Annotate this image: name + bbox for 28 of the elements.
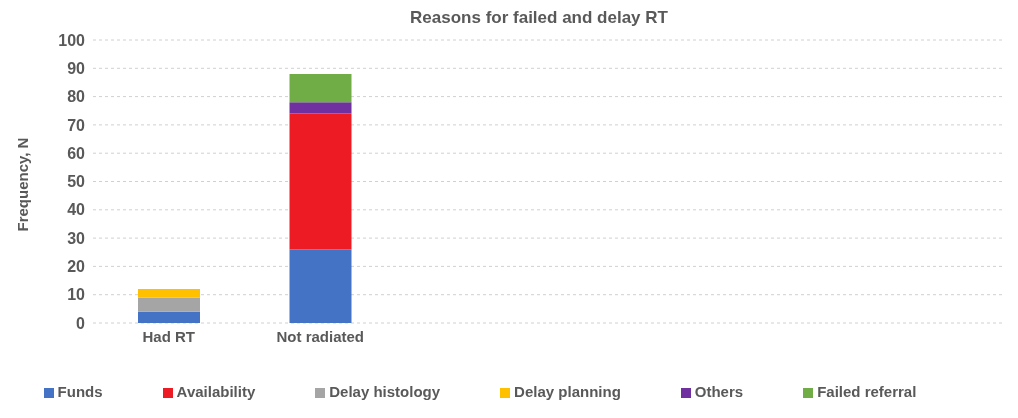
bar xyxy=(138,297,200,312)
y-tick-label: 50 xyxy=(67,173,86,191)
y-tick-label: 0 xyxy=(76,314,86,332)
y-tick-label: 10 xyxy=(67,286,86,304)
y-tick-label: 80 xyxy=(67,88,86,106)
y-tick-label: 60 xyxy=(67,144,86,162)
legend-label: Availability xyxy=(176,383,256,400)
y-tick-label: 100 xyxy=(58,31,86,49)
legend-label: Failed referral xyxy=(817,383,917,400)
bar xyxy=(138,311,200,323)
bar xyxy=(289,102,352,114)
bar xyxy=(289,113,352,250)
x-tick-label: Had RT xyxy=(142,327,195,345)
legend-label: Delay histology xyxy=(329,383,441,400)
y-tick-label: 20 xyxy=(67,258,86,276)
bar xyxy=(289,249,352,323)
y-tick-label: 30 xyxy=(67,229,86,247)
y-axis-title: Frequency, N xyxy=(14,137,32,232)
legend-label: Others xyxy=(694,383,744,400)
y-tick-label: 70 xyxy=(67,116,86,134)
x-tick-label: Not radiated xyxy=(276,327,365,345)
chart-title: Reasons for failed and delay RT xyxy=(409,8,669,29)
y-tick-label: 40 xyxy=(67,201,86,219)
bar xyxy=(289,73,352,103)
legend-label: Delay planning xyxy=(514,383,621,400)
legend-label: Funds xyxy=(57,383,103,400)
bar xyxy=(138,289,200,298)
y-tick-label: 90 xyxy=(67,59,86,77)
